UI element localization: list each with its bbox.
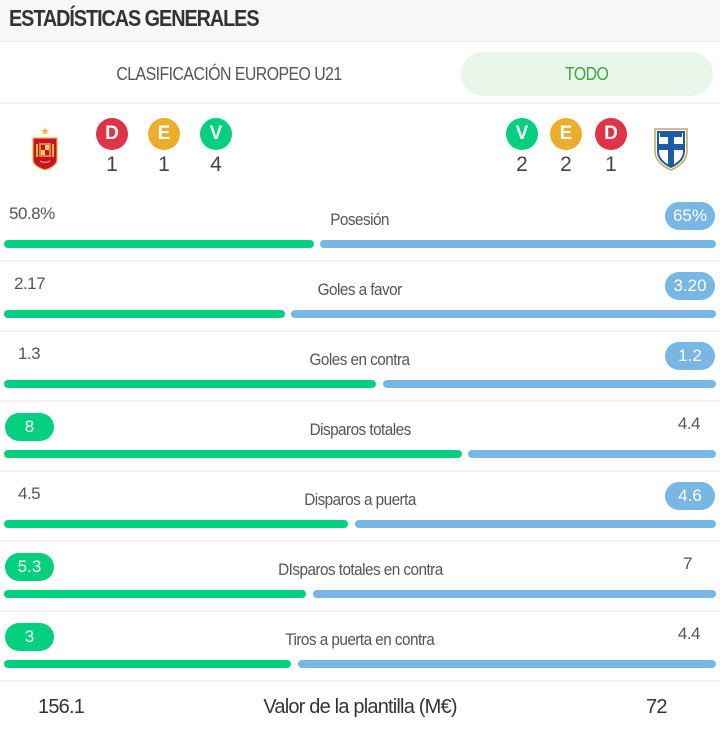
draw-count: 1 — [158, 153, 170, 176]
away-value-highlight: 1.2 — [665, 342, 715, 370]
draw-badge: E — [550, 118, 582, 150]
away-value: 7 — [683, 554, 692, 573]
stat-label: DIsparos totales en contra — [277, 560, 443, 579]
squad-value-label: Valor de la plantilla (M€) — [263, 696, 457, 718]
stat-row-tiros-a-puerta-en-contra: 3 Tiros a puerta en contra 4.4 — [0, 612, 720, 682]
stat-row-posesion: 50.8% Posesión 65% — [0, 192, 720, 262]
draw-badge: E — [148, 118, 180, 150]
stat-row-disparos-totales-en-contra: 5.3 DIsparos totales en contra 7 — [0, 542, 720, 612]
away-bar — [291, 310, 716, 318]
defeat-count: 1 — [605, 153, 617, 176]
tab-todo[interactable]: TODO — [461, 52, 713, 96]
home-bar — [4, 450, 462, 458]
away-bar — [298, 660, 716, 668]
section-title: ESTADÍSTICAS GENERALES — [9, 5, 260, 31]
win-count: 2 — [516, 153, 528, 176]
away-value-highlight: 65% — [664, 202, 715, 230]
win-badge: V — [506, 118, 538, 150]
home-bar — [4, 520, 348, 528]
home-value: 4.5 — [18, 484, 41, 503]
win-count: 4 — [210, 153, 222, 176]
stat-label: Tiros a puerta en contra — [285, 630, 435, 649]
away-result-defeats: D 1 — [595, 118, 627, 176]
home-value: 50.8% — [9, 204, 55, 223]
squad-value-row: 156.1 Valor de la plantilla (M€) 72 — [0, 682, 720, 732]
finland-crest-icon — [654, 127, 688, 176]
stat-label: Posesión — [330, 210, 390, 229]
home-result-defeats: D 1 — [96, 118, 128, 176]
stat-row-goles-a-favor: 2.17 Goles a favor 3.20 — [0, 262, 720, 332]
home-bar — [4, 380, 376, 388]
teams-summary: D 1 E 1 V 4 V 2 E 2 D 1 — [0, 104, 720, 186]
tab-clasificacion-europeo-u21[interactable]: CLASIFICACIÓN EUROPEO U21 — [116, 64, 342, 84]
away-squad-value: 72 — [646, 696, 667, 718]
away-value-highlight: 3.20 — [665, 272, 715, 300]
home-value-highlight: 3 — [5, 623, 54, 651]
away-result-wins: V 2 — [506, 118, 538, 176]
stat-label: Disparos totales — [309, 420, 411, 439]
away-value: 4.4 — [677, 414, 701, 433]
home-result-draws: E 1 — [148, 118, 180, 176]
home-bar — [4, 590, 306, 598]
home-value-highlight: 8 — [5, 413, 54, 441]
competition-tabs: CLASIFICACIÓN EUROPEO U21 TODO — [0, 44, 720, 104]
stat-label: Goles en contra — [310, 350, 410, 369]
defeat-badge: D — [96, 118, 128, 150]
home-value: 1.3 — [18, 344, 41, 363]
home-result-wins: V 4 — [200, 118, 232, 176]
away-value-highlight: 4.6 — [665, 482, 715, 510]
defeat-badge: D — [595, 118, 627, 150]
stat-row-disparos-totales: 8 Disparos totales 4.4 — [0, 402, 720, 472]
home-bar — [4, 660, 291, 668]
section-header: ESTADÍSTICAS GENERALES — [0, 0, 720, 42]
away-bar — [383, 380, 716, 388]
away-bar — [313, 590, 716, 598]
home-bar — [4, 310, 285, 318]
home-value-highlight: 5.3 — [5, 553, 54, 581]
away-result-draws: E 2 — [550, 118, 582, 176]
away-bar — [355, 520, 716, 528]
stat-label: Disparos a puerta — [304, 490, 416, 509]
draw-count: 2 — [560, 153, 572, 176]
spain-crest-icon — [31, 126, 59, 175]
stat-row-disparos-a-puerta: 4.5 Disparos a puerta 4.6 — [0, 472, 720, 542]
stat-row-goles-en-contra: 1.3 Goles en contra 1.2 — [0, 332, 720, 402]
home-squad-value: 156.1 — [38, 696, 85, 718]
home-bar — [4, 240, 314, 248]
away-bar — [468, 450, 716, 458]
win-badge: V — [200, 118, 232, 150]
defeat-count: 1 — [106, 153, 118, 176]
away-bar — [320, 240, 716, 248]
stat-label: Goles a favor — [318, 280, 403, 299]
home-value: 2.17 — [14, 274, 46, 293]
away-value: 4.4 — [677, 624, 701, 643]
